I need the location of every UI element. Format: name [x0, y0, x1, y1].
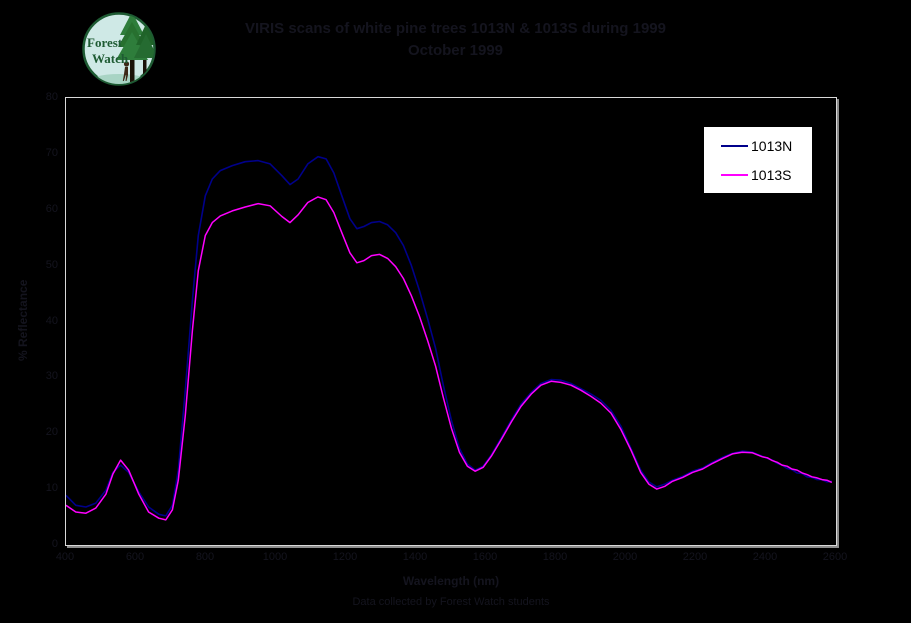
- x-tick-label: 600: [125, 551, 145, 563]
- x-axis-title: Wavelength (nm): [402, 574, 500, 588]
- logo-text-forest: Forest: [87, 35, 123, 50]
- y-tick-label: 0: [51, 538, 58, 550]
- y-tick-label: 50: [45, 258, 58, 271]
- x-tick-label: 800: [195, 551, 215, 563]
- legend-item: 1013S: [704, 167, 812, 183]
- x-tick-label: 2200: [682, 551, 708, 563]
- y-tick-label: 60: [45, 202, 58, 215]
- x-tick-label: 1600: [472, 551, 498, 563]
- x-tick-label: 1200: [332, 551, 358, 563]
- legend-item: 1013N: [704, 138, 812, 154]
- chart-caption: Data collected by Forest Watch students: [352, 596, 550, 608]
- legend-swatch: [721, 173, 748, 176]
- y-tick-label: 10: [45, 482, 58, 495]
- series-line-1013N: [66, 155, 832, 517]
- y-tick-label: 20: [45, 426, 58, 439]
- logo-trees: [87, 14, 154, 84]
- y-tick-label: 70: [45, 146, 58, 159]
- y-tick-label: 40: [45, 314, 58, 327]
- legend-swatch: [721, 144, 748, 147]
- x-tick-label: 1400: [402, 551, 428, 563]
- chart-title-line1: VIRIS scans of white pine trees 1013N & …: [244, 20, 666, 37]
- series-lines-svg: [66, 155, 833, 521]
- y-tick-label: 30: [45, 370, 58, 383]
- series-line-1013S: [66, 196, 833, 521]
- x-tick-label: 1800: [542, 551, 568, 563]
- legend: 1013N 1013S: [703, 126, 813, 194]
- x-tick-label: 400: [55, 551, 75, 563]
- x-tick-label: 2400: [752, 551, 778, 563]
- x-tick-label: 2600: [822, 551, 848, 563]
- x-tick-label: 1000: [262, 551, 288, 563]
- legend-label: 1013N: [751, 137, 793, 154]
- x-tick-label: 2000: [612, 551, 638, 563]
- legend-label: 1013S: [751, 166, 792, 183]
- forest-watch-logo: Forest Watch: [82, 12, 156, 86]
- chart-title-line2: October 1999: [407, 42, 504, 59]
- logo-text-watch: Watch: [92, 51, 129, 66]
- y-tick-label: 80: [45, 91, 58, 103]
